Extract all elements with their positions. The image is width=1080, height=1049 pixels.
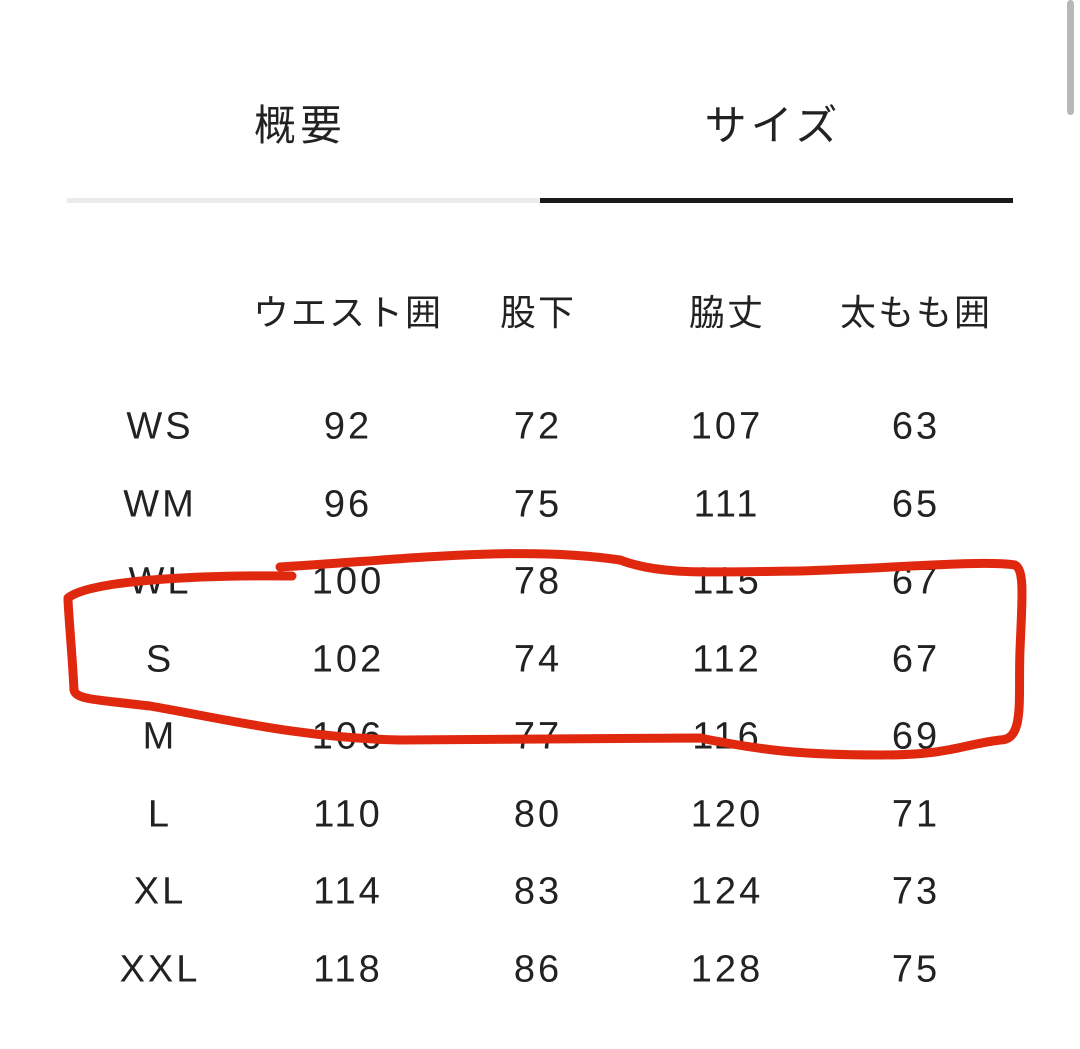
column-header: ウエスト囲 — [252, 292, 444, 333]
table-cell: 67 — [891, 560, 941, 603]
table-cell: 124 — [690, 870, 764, 913]
table-cell: 100 — [311, 560, 385, 603]
table-cell: 96 — [323, 483, 373, 525]
size-label: XL — [133, 870, 187, 913]
table-cell: 77 — [513, 715, 563, 758]
table-cell: 106 — [311, 715, 385, 758]
table-cell: 80 — [513, 793, 563, 835]
table-cell: 78 — [513, 560, 563, 603]
table-cell: 111 — [693, 483, 761, 525]
size-label: WL — [128, 560, 192, 603]
table-cell: 102 — [311, 638, 385, 680]
column-header: 股下 — [499, 292, 577, 333]
table-cell: 86 — [513, 948, 563, 990]
tab-overview[interactable]: 概要 — [253, 102, 347, 149]
table-cell: 128 — [690, 948, 764, 990]
column-header: 脇丈 — [688, 292, 766, 333]
table-cell: 74 — [513, 638, 563, 680]
table-cell: 67 — [891, 638, 941, 680]
table-cell: 71 — [891, 793, 941, 835]
table-cell: 75 — [513, 483, 563, 525]
table-cell: 75 — [891, 948, 941, 990]
table-cell: 69 — [891, 715, 941, 758]
table-cell: 114 — [313, 870, 383, 913]
table-cell: 118 — [313, 948, 383, 990]
size-label: L — [147, 793, 173, 835]
table-cell: 73 — [891, 870, 941, 913]
tab-indicator-active — [540, 198, 1013, 203]
table-cell: 83 — [513, 870, 563, 913]
table-cell: 72 — [513, 405, 563, 448]
table-cell: 107 — [690, 405, 764, 448]
scrollbar[interactable] — [1067, 0, 1074, 115]
table-cell: 110 — [313, 793, 383, 835]
table-cell: 120 — [690, 793, 764, 835]
table-cell: 65 — [891, 483, 941, 525]
table-cell: 116 — [692, 715, 762, 758]
table-cell: 63 — [891, 405, 941, 448]
tab-size[interactable]: サイズ — [704, 102, 842, 149]
size-label: XXL — [119, 948, 201, 990]
table-cell: 112 — [692, 638, 762, 680]
table-cell: 115 — [692, 560, 762, 603]
size-label: M — [142, 715, 178, 758]
size-label: WS — [126, 405, 194, 448]
size-label: S — [145, 638, 175, 680]
column-header: 太もも囲 — [839, 292, 993, 333]
tab-indicator-inactive — [67, 198, 540, 203]
size-label: WM — [123, 483, 197, 525]
table-cell: 92 — [323, 405, 373, 448]
